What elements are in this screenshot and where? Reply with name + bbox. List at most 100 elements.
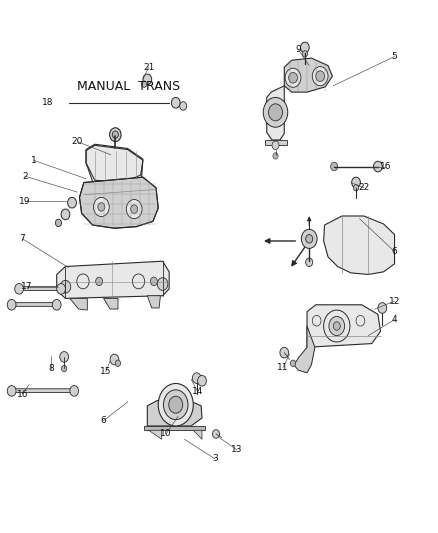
Text: 11: 11: [276, 363, 288, 372]
Circle shape: [171, 98, 180, 108]
Text: 22: 22: [357, 183, 369, 192]
Circle shape: [311, 316, 320, 326]
Polygon shape: [193, 430, 201, 439]
Circle shape: [7, 385, 16, 396]
Circle shape: [14, 284, 23, 294]
Circle shape: [212, 430, 219, 438]
Circle shape: [110, 128, 121, 142]
Circle shape: [163, 390, 187, 419]
Circle shape: [272, 153, 278, 159]
Polygon shape: [144, 426, 205, 430]
Circle shape: [285, 68, 300, 87]
Circle shape: [77, 274, 89, 289]
Text: 15: 15: [100, 367, 111, 376]
Circle shape: [98, 203, 105, 211]
Polygon shape: [86, 146, 143, 181]
Circle shape: [305, 235, 312, 243]
Circle shape: [132, 274, 145, 289]
Circle shape: [70, 385, 78, 396]
Circle shape: [377, 303, 386, 313]
Circle shape: [143, 74, 151, 85]
Text: 4: 4: [391, 315, 396, 324]
Text: 20: 20: [71, 137, 83, 146]
Text: 5: 5: [391, 52, 396, 61]
Circle shape: [110, 354, 119, 365]
Circle shape: [279, 348, 288, 358]
Text: 10: 10: [160, 430, 171, 439]
Circle shape: [57, 284, 65, 294]
Text: 8: 8: [48, 364, 54, 373]
Polygon shape: [147, 400, 201, 426]
Circle shape: [263, 98, 287, 127]
Polygon shape: [12, 303, 57, 306]
Text: 2: 2: [22, 172, 28, 181]
Circle shape: [126, 199, 142, 219]
Polygon shape: [306, 305, 380, 348]
Circle shape: [311, 67, 327, 86]
Polygon shape: [147, 296, 160, 308]
Circle shape: [300, 42, 308, 53]
Circle shape: [61, 209, 70, 220]
Circle shape: [300, 229, 316, 248]
Circle shape: [353, 184, 358, 191]
Polygon shape: [103, 298, 118, 309]
Polygon shape: [70, 298, 87, 310]
Polygon shape: [12, 389, 74, 392]
Circle shape: [60, 280, 71, 293]
Text: MANUAL  TRANS: MANUAL TRANS: [77, 80, 180, 93]
Circle shape: [112, 131, 118, 139]
Circle shape: [288, 72, 297, 83]
Circle shape: [67, 197, 76, 208]
Circle shape: [150, 277, 157, 286]
Text: 6: 6: [391, 247, 396, 256]
Circle shape: [141, 81, 147, 87]
Polygon shape: [148, 430, 161, 439]
Text: 17: 17: [21, 282, 32, 291]
Circle shape: [197, 375, 206, 386]
Text: 1: 1: [31, 156, 36, 165]
Circle shape: [315, 71, 324, 82]
Circle shape: [351, 177, 360, 188]
Text: 18: 18: [42, 98, 53, 107]
Polygon shape: [19, 287, 62, 290]
Circle shape: [355, 316, 364, 326]
Circle shape: [290, 360, 295, 367]
Text: 3: 3: [212, 455, 218, 463]
Text: 7: 7: [20, 235, 25, 244]
Circle shape: [268, 104, 282, 121]
Circle shape: [192, 373, 201, 383]
Circle shape: [115, 360, 120, 367]
Circle shape: [332, 322, 339, 330]
Text: 19: 19: [19, 197, 31, 206]
Polygon shape: [293, 326, 314, 373]
Text: 16: 16: [379, 162, 391, 171]
Circle shape: [330, 163, 337, 171]
Circle shape: [373, 161, 381, 172]
Circle shape: [157, 278, 167, 290]
Circle shape: [179, 102, 186, 110]
Polygon shape: [79, 177, 158, 228]
Circle shape: [323, 310, 349, 342]
Circle shape: [7, 300, 16, 310]
Circle shape: [52, 300, 61, 310]
Circle shape: [158, 383, 193, 426]
Circle shape: [301, 51, 307, 57]
Circle shape: [61, 366, 67, 372]
Text: 6: 6: [100, 416, 106, 425]
Polygon shape: [265, 140, 287, 146]
Polygon shape: [266, 86, 284, 140]
Circle shape: [305, 258, 312, 266]
Circle shape: [328, 317, 344, 336]
Circle shape: [93, 197, 109, 216]
Text: 21: 21: [143, 63, 154, 71]
Circle shape: [95, 277, 102, 286]
Circle shape: [168, 396, 182, 413]
Text: 14: 14: [191, 387, 203, 396]
Text: 9: 9: [295, 45, 300, 54]
Polygon shape: [323, 216, 394, 274]
Text: 16: 16: [17, 390, 28, 399]
Polygon shape: [57, 261, 169, 298]
Circle shape: [55, 219, 61, 227]
Text: 12: 12: [388, 296, 399, 305]
Polygon shape: [284, 58, 332, 92]
